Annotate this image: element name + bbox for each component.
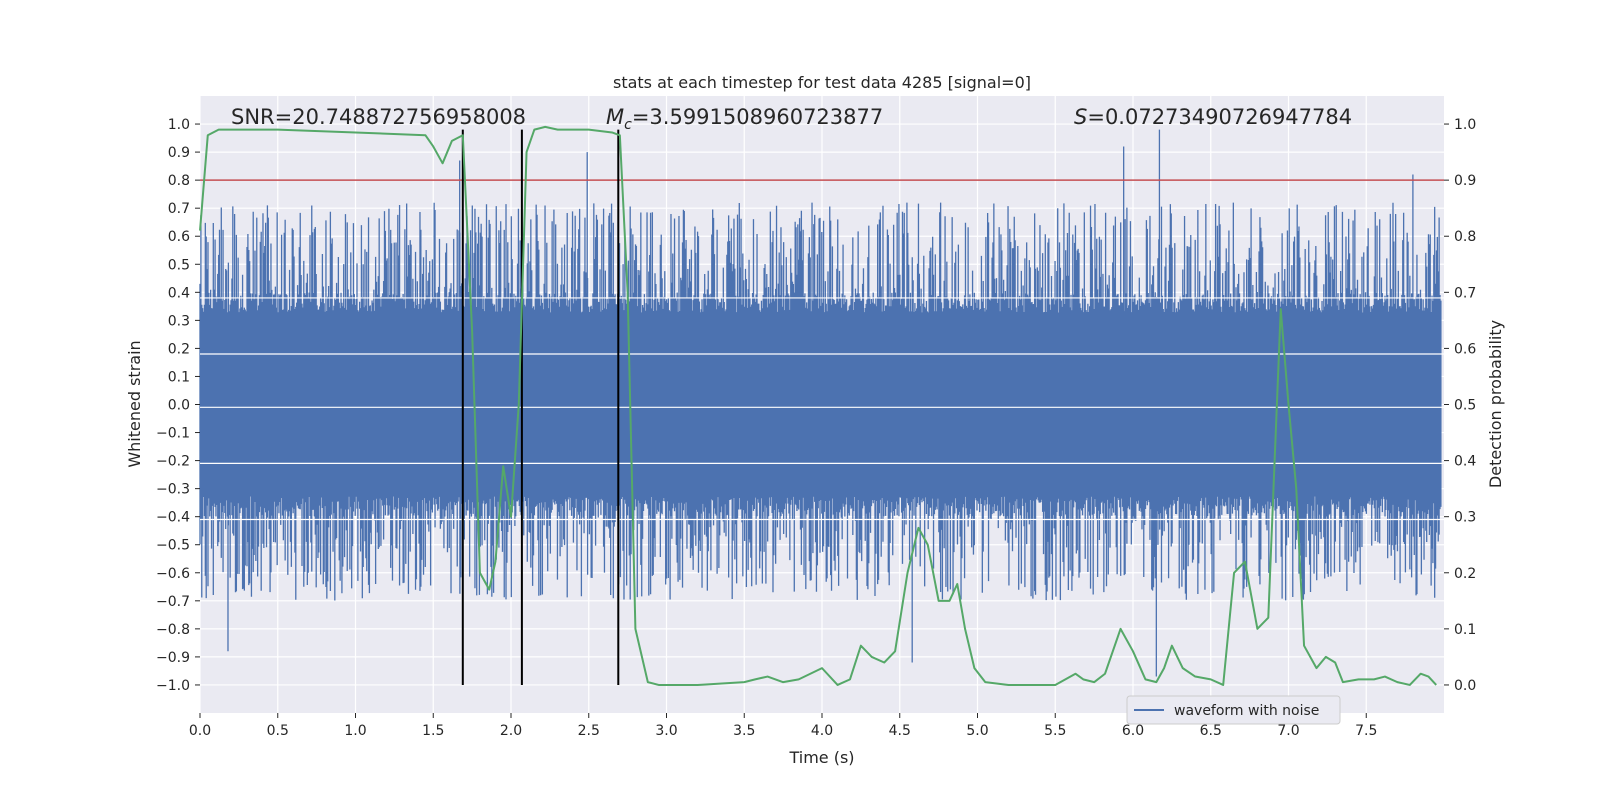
y-left-tick-label: 0.5 <box>168 257 190 273</box>
x-tick-label: 4.0 <box>811 723 833 739</box>
y-left-tick-label: −0.8 <box>156 622 190 638</box>
y-left-tick-label: 0.1 <box>168 369 190 385</box>
x-tick-label: 6.0 <box>1122 723 1144 739</box>
y-left-axis-ticks: 1.0 0.9 0.8 0.7 0.6 0.5 0.4 0.3 0.2 0.1 0.0 −0.1 −0.… <box>156 117 200 694</box>
y-left-tick-label: −1.0 <box>156 678 190 694</box>
s-annotation: S=0.07273490726947784 <box>1074 105 1352 129</box>
y-left-tick-label: 0.0 <box>168 398 190 414</box>
y-right-tick-label: 0.3 <box>1454 510 1476 526</box>
y-left-tick-label: 0.7 <box>168 201 190 217</box>
legend-box <box>1126 695 1341 725</box>
x-tick-label: 4.5 <box>889 723 911 739</box>
mc-subscript: c <box>624 117 632 133</box>
x-tick-label: 3.5 <box>733 723 755 739</box>
x-tick-label: 7.5 <box>1355 723 1377 739</box>
y-right-tick-label: 0.2 <box>1454 566 1476 582</box>
y-left-tick-label: −0.4 <box>156 510 190 526</box>
y-right-tick-label: 0.9 <box>1454 173 1476 189</box>
s-symbol: S <box>1074 105 1087 129</box>
x-tick-label: 7.0 <box>1277 723 1299 739</box>
y-left-tick-label: −0.6 <box>156 566 190 582</box>
legend-label: waveform with noise <box>1174 703 1319 719</box>
y-right-tick-label: 0.5 <box>1454 398 1476 414</box>
y-left-tick-label: −0.9 <box>156 650 190 666</box>
x-tick-label: 5.5 <box>1044 723 1066 739</box>
x-tick-label: 0.5 <box>267 723 289 739</box>
x-tick-label: 3.0 <box>655 723 677 739</box>
y-right-tick-label: 1.0 <box>1454 117 1476 133</box>
y-left-tick-label: −0.7 <box>156 594 190 610</box>
x-tick-label: 2.0 <box>500 723 522 739</box>
y-left-tick-label: 0.2 <box>168 341 190 357</box>
y-right-axis-label: Detection probability <box>1486 320 1505 488</box>
chirp-mass-annotation: Mc=3.5991508960723877 <box>606 105 883 133</box>
chart-title: stats at each timestep for test data 428… <box>613 73 1031 92</box>
y-right-tick-label: 0.7 <box>1454 285 1476 301</box>
x-tick-label: 6.5 <box>1200 723 1222 739</box>
x-tick-label: 0.0 <box>189 723 211 739</box>
y-right-tick-label: 0.4 <box>1454 454 1476 470</box>
y-left-tick-label: −0.2 <box>156 454 190 470</box>
overlays <box>199 125 1444 686</box>
y-left-axis-label: Whitened strain <box>125 340 144 467</box>
snr-annotation: SNR=20.748872756958008 <box>231 105 526 129</box>
y-left-tick-label: −0.1 <box>156 426 190 442</box>
x-axis-label: Time (s) <box>788 748 854 767</box>
y-left-tick-label: 0.8 <box>168 173 190 189</box>
y-left-tick-label: 0.9 <box>168 145 190 161</box>
y-right-tick-label: 0.8 <box>1454 229 1476 245</box>
y-left-tick-label: 0.4 <box>168 285 190 301</box>
mc-value: =3.5991508960723877 <box>632 105 883 129</box>
y-left-tick-label: −0.5 <box>156 538 190 554</box>
y-left-tick-label: −0.3 <box>156 482 190 498</box>
x-tick-label: 1.5 <box>422 723 444 739</box>
y-left-tick-label: 0.6 <box>168 229 190 245</box>
y-right-tick-label: 0.0 <box>1454 678 1476 694</box>
mc-symbol: M <box>606 105 624 129</box>
y-right-tick-label: 0.1 <box>1454 622 1476 638</box>
y-left-tick-label: 1.0 <box>168 117 190 133</box>
x-axis-ticks: 0.0 0.5 1.0 1.5 2.0 2.5 3.0 3.5 4.0 4.5 5.0 5.5 6.0 6… <box>189 713 1377 739</box>
y-right-axis-ticks: 1.0 0.9 0.8 0.7 0.6 0.5 0.4 0.3 0.2 0.1 0.0 <box>1444 117 1476 694</box>
s-value: =0.07273490726947784 <box>1087 105 1352 129</box>
y-left-tick-label: 0.3 <box>168 313 190 329</box>
x-tick-label: 5.0 <box>966 723 988 739</box>
detection-probability-line <box>199 125 1437 686</box>
x-tick-label: 2.5 <box>578 723 600 739</box>
y-right-tick-label: 0.6 <box>1454 341 1476 357</box>
x-tick-label: 1.0 <box>344 723 366 739</box>
legend: waveform with noise <box>1126 695 1341 725</box>
